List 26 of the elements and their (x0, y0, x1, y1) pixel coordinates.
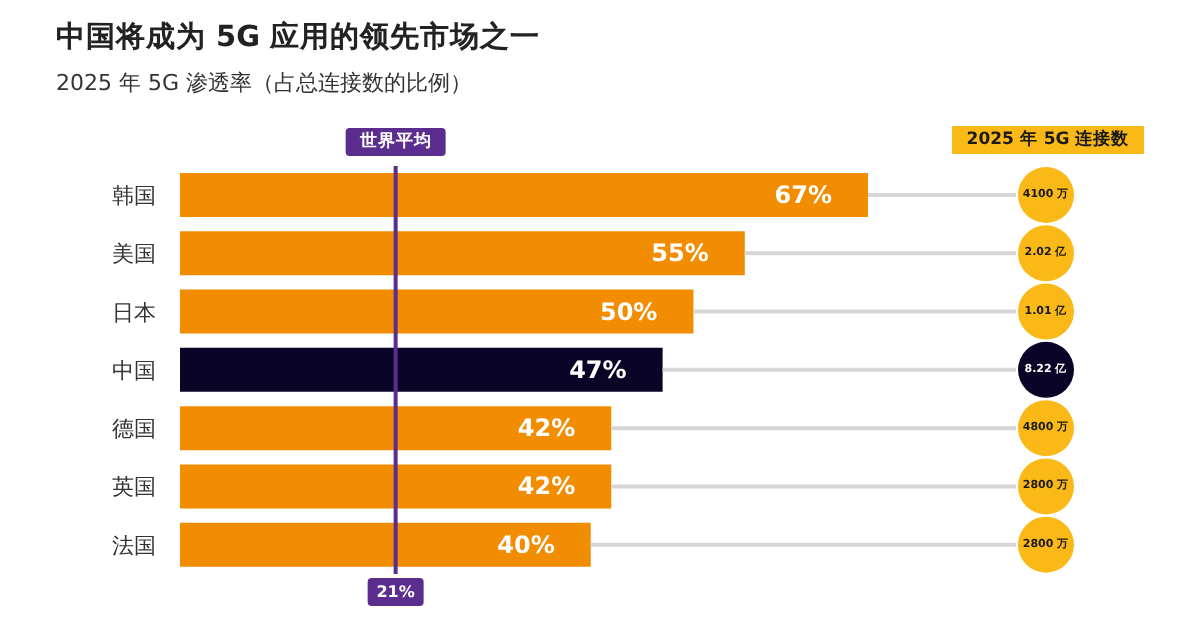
bar (180, 172, 868, 217)
bar (180, 347, 663, 392)
bar (180, 522, 591, 567)
y-tick-label: 美国 (112, 241, 156, 268)
bar (180, 406, 612, 451)
y-tick-label: 法国 (112, 532, 156, 559)
y-tick-label: 中国 (112, 357, 156, 384)
y-tick-label: 德国 (112, 416, 156, 443)
bar (180, 231, 745, 276)
data-label: 40% (497, 530, 555, 559)
text: 2025 年 5G 连接数 (952, 126, 1144, 154)
data-label: 50% (599, 297, 658, 326)
bar (180, 464, 612, 509)
y-tick-label: 日本 (112, 299, 156, 326)
y-tick-label: 韩国 (112, 182, 156, 209)
bar (180, 289, 694, 334)
data-label: 67% (774, 180, 832, 209)
data-label: 42% (517, 472, 576, 501)
chart-title: 中国将成为 5G 应用的领先市场之一 (56, 18, 541, 56)
ref-line-label: 世界平均 (357, 130, 432, 152)
annotation: 21% (376, 583, 415, 601)
data-label: 42% (517, 414, 576, 443)
y-tick-label: 英国 (112, 474, 156, 501)
chart-subtitle: 2025 年 5G 渗透率（占总连接数的比例） (56, 68, 473, 98)
data-label: 55% (651, 239, 709, 268)
data-label: 47% (569, 355, 627, 384)
